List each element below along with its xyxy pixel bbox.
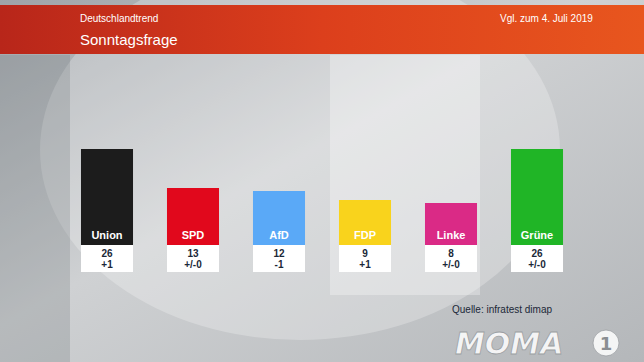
- channel-badge: [593, 330, 619, 356]
- category-label: Grüne: [521, 229, 553, 241]
- label-box: [81, 227, 133, 245]
- bar: [511, 149, 563, 227]
- category-label: FDP: [354, 229, 376, 241]
- x-tick: SPD: [167, 227, 219, 272]
- change-label: +1: [101, 259, 113, 270]
- bar: [81, 149, 133, 227]
- chart: Deutschlandtrend Sonntagsfrage Vgl. zum 4.…: [0, 0, 644, 362]
- value-box: [81, 245, 133, 272]
- value-label: 13: [187, 248, 199, 259]
- change-label: +/-0: [184, 259, 202, 270]
- logo: MOMA: [455, 326, 563, 361]
- x-axis-line: [65, 227, 581, 228]
- x-tick: FDP: [339, 227, 391, 272]
- label-box: [511, 227, 563, 245]
- dome-shadow: [0, 55, 70, 362]
- channel: 1: [600, 333, 613, 354]
- value-label: 8: [448, 248, 454, 259]
- dome-pane: [330, 55, 480, 295]
- change-label: +/-0: [528, 259, 546, 270]
- category-label: Union: [91, 229, 122, 241]
- title: Sonntagsfrage: [80, 31, 178, 48]
- value-label: 12: [273, 248, 285, 259]
- change-label: -1: [275, 259, 284, 270]
- value-box: [253, 245, 305, 272]
- category-label: SPD: [182, 229, 205, 241]
- bar: [339, 200, 391, 227]
- data-labels: 2613129826+1+/-0-1+1+/-0+/-0: [101, 248, 546, 270]
- x-tick: Linke: [425, 227, 477, 272]
- x-tick: Union: [81, 227, 133, 272]
- value-box: [167, 245, 219, 272]
- value-label: 9: [362, 248, 368, 259]
- value-label: 26: [531, 248, 543, 259]
- change-label: +1: [359, 259, 371, 270]
- x-axis: Union SPD AfD FDP Linke Grüne: [65, 227, 581, 272]
- x-tick: Grüne: [511, 227, 563, 272]
- change-label: +/-0: [442, 259, 460, 270]
- background-decoration: [0, 0, 560, 362]
- source: Quelle: infratest dimap: [452, 304, 552, 315]
- category-label: Linke: [437, 229, 466, 241]
- label-box: [339, 227, 391, 245]
- bar: [425, 203, 477, 227]
- value-box: [425, 245, 477, 272]
- header-band: [0, 5, 644, 54]
- bars: [81, 149, 563, 227]
- comparison-note: Vgl. zum 4. Juli 2019: [500, 13, 593, 24]
- x-tick: AfD: [253, 227, 305, 272]
- value-box: [339, 245, 391, 272]
- label-box: [167, 227, 219, 245]
- bar: [167, 188, 219, 227]
- bar: [253, 191, 305, 227]
- label-box: [425, 227, 477, 245]
- value-box: [511, 245, 563, 272]
- value-label: 26: [101, 248, 113, 259]
- subtitle: Deutschlandtrend: [80, 13, 158, 24]
- category-label: AfD: [269, 229, 289, 241]
- label-box: [253, 227, 305, 245]
